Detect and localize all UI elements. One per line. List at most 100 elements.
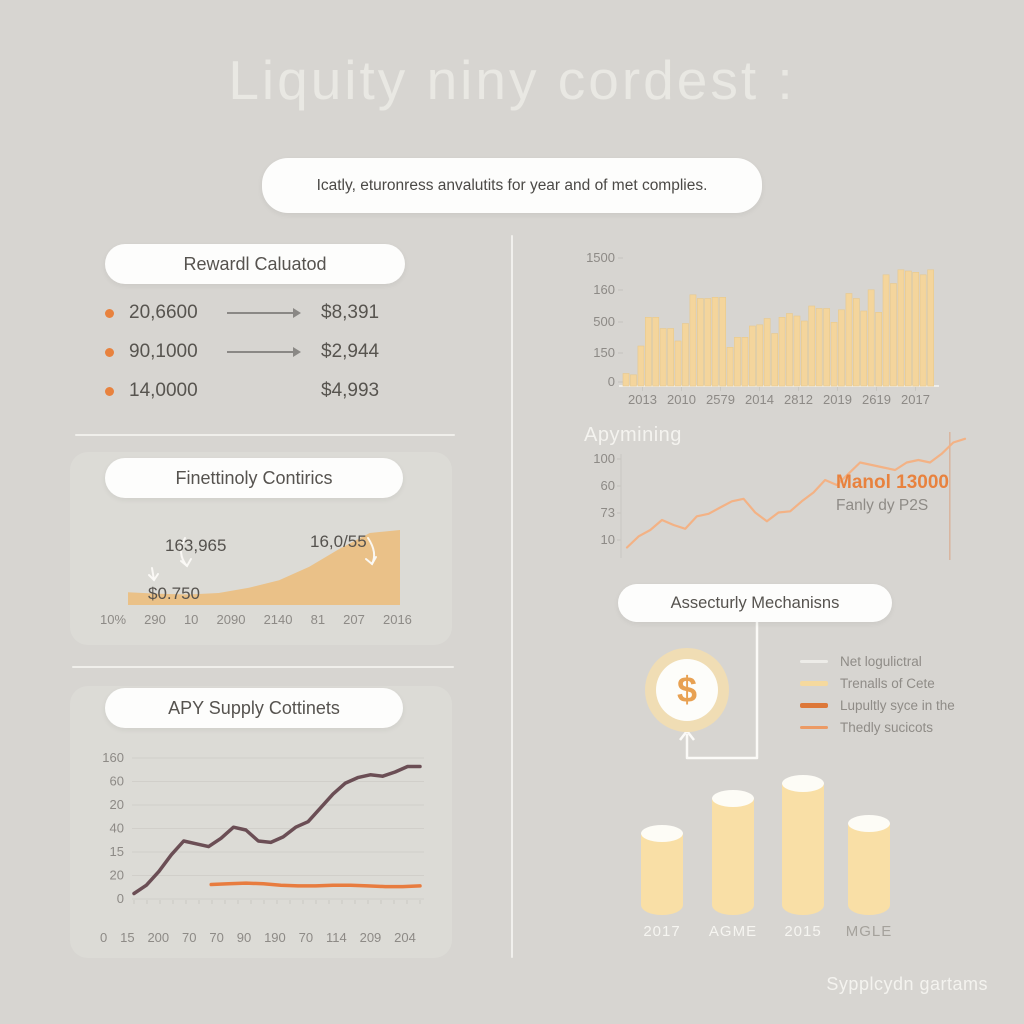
x-tick-label: 10%	[100, 612, 127, 627]
cylinder-top	[782, 775, 824, 792]
footer-caption: Sypplcydn gartams	[826, 974, 988, 994]
reward-value: $4,993	[321, 380, 380, 401]
cylinder-bar	[782, 783, 824, 915]
y-tick-label: 100	[593, 451, 615, 466]
y-tick-label: 500	[593, 314, 615, 329]
growth-x-axis: 10% 290 10 2090 2140 81 207 2016	[100, 612, 412, 627]
y-tick-label: 0	[608, 374, 615, 389]
bar	[882, 274, 890, 387]
growth-annotation-left: 163,965	[165, 536, 227, 555]
reward-amount: 90,1000	[129, 341, 198, 362]
bar	[711, 296, 719, 387]
x-tick-label: 2017	[901, 392, 930, 407]
legend-item: Net logulictral	[800, 653, 955, 669]
cylinder-label: AGME	[708, 923, 758, 940]
section-divider-2	[72, 666, 454, 668]
column-divider	[511, 235, 513, 958]
legend-item: Thedly sucicots	[800, 719, 955, 735]
page-title: Liquity niny cordest :	[228, 49, 796, 111]
cylinder-top	[848, 814, 890, 832]
legend-item: Trenalls of Cete	[800, 676, 955, 691]
area-series	[128, 530, 400, 605]
bar	[697, 298, 704, 387]
bar	[741, 337, 749, 387]
cylinder-label: MGLE	[845, 923, 893, 940]
growth-panel-header: Finettinoly Contirics	[105, 458, 403, 498]
cylinder-top	[712, 789, 754, 807]
arrow-right-icon	[227, 347, 301, 357]
bar	[875, 312, 883, 387]
bar	[756, 324, 764, 387]
bullet-dot-icon	[105, 347, 114, 357]
growth-annotation-right: 16,0/55	[310, 532, 367, 551]
x-tick-label: 2140	[263, 612, 293, 627]
reward-card-title: Rewardl Caluatod	[183, 253, 327, 274]
x-tick-label: 2619	[862, 392, 891, 407]
bar	[786, 313, 793, 387]
dollar-coin-face: $	[656, 659, 718, 721]
apy-x-axis: 0 15 200 70 70 90 190 70 114 209 204	[100, 930, 416, 945]
security-card-header: Assecturly Mechanisns	[618, 584, 892, 622]
y-tick-label: 1500	[586, 250, 615, 265]
y-tick-label: 60	[601, 478, 615, 493]
legend-label: Thedly sucicots	[840, 719, 934, 735]
x-tick-label: 70	[182, 930, 197, 945]
annotation-arrowhead-icon	[180, 558, 192, 568]
x-tick-label: 200	[147, 930, 170, 945]
annotation-arrowhead-icon	[148, 573, 159, 582]
bullet-dot-icon	[105, 386, 114, 396]
apymining-line-chart: 100 60 73 10	[593, 432, 967, 560]
x-tick-label: 190	[264, 930, 286, 945]
y-tick-label: 20	[110, 868, 124, 883]
cylinder-bar	[641, 833, 683, 915]
x-tick-label: 2014	[745, 392, 774, 407]
cylinder-label: 2015	[784, 923, 822, 940]
legend-label: Lupultly syce in the	[840, 697, 955, 713]
reward-row: 90,1000 $2,944	[105, 339, 415, 365]
y-tick-label: 20	[110, 797, 124, 812]
bar	[734, 337, 741, 387]
line-series	[209, 881, 422, 889]
apy-panel-header: APY Supply Cottinets	[105, 688, 403, 728]
bar	[867, 289, 875, 387]
bar	[801, 320, 808, 387]
bar	[622, 373, 630, 387]
legend-swatch	[800, 659, 828, 663]
x-tick-label: 114	[325, 930, 347, 945]
bar	[852, 298, 860, 387]
x-tick-label: 207	[343, 612, 365, 627]
line-series	[625, 437, 967, 549]
legend-label: Net logulictral	[840, 653, 922, 669]
bar	[830, 322, 838, 387]
x-tick-label: 15	[120, 930, 135, 945]
x-tick-label: 0	[100, 930, 108, 945]
x-tick-label: 209	[359, 930, 382, 945]
bar	[912, 271, 920, 387]
line-series	[132, 764, 422, 896]
apy-chart-panel: APY Supply Cottinets 160 60 20 40 15 20 0 0 15 2…	[70, 686, 452, 958]
bar	[808, 305, 816, 387]
x-tick-label: 2010	[667, 392, 696, 407]
cylinder-bar	[712, 797, 754, 915]
x-tick-label: 70	[298, 930, 314, 945]
bar	[659, 328, 667, 387]
bar	[726, 347, 734, 387]
x-tick-label: 204	[394, 930, 416, 945]
security-legend: Net logulictral Trenalls of Cete Lupultly …	[800, 654, 955, 742]
y-tick-label: 60	[110, 774, 124, 789]
reward-card-header: Rewardl Caluatod	[105, 244, 405, 284]
dollar-icon: $	[676, 669, 698, 710]
bar	[823, 308, 831, 387]
growth-chart-panel: Finettinoly Contirics 163,965 $0.750 16,…	[70, 452, 452, 645]
bar	[689, 294, 697, 387]
legend-swatch	[800, 680, 828, 686]
dollar-coin: $	[645, 648, 729, 732]
annotation-arrow-icon	[151, 567, 155, 581]
reward-amount: 14,0000	[129, 380, 198, 401]
mining-annotation-sub: Fanly dy P2S	[836, 497, 929, 514]
reward-row: 14,0000 $4,993	[105, 378, 415, 404]
section-divider-1	[75, 434, 455, 436]
bar	[719, 296, 727, 387]
